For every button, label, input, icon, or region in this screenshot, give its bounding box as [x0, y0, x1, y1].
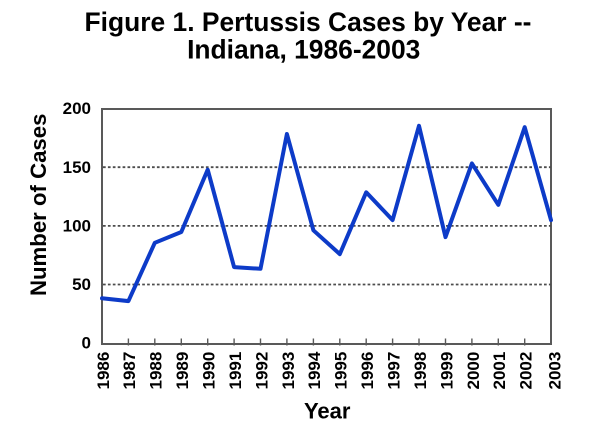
svg-text:1993: 1993	[279, 352, 298, 390]
svg-text:1997: 1997	[385, 352, 404, 390]
svg-text:1995: 1995	[332, 352, 351, 390]
svg-text:1987: 1987	[120, 352, 139, 390]
svg-text:1986: 1986	[94, 352, 113, 390]
svg-text:1989: 1989	[173, 352, 192, 390]
svg-text:200: 200	[63, 99, 91, 118]
svg-text:1996: 1996	[358, 352, 377, 390]
svg-text:0: 0	[82, 334, 91, 353]
svg-text:Number of Cases: Number of Cases	[26, 114, 51, 296]
svg-text:50: 50	[72, 275, 91, 294]
svg-text:1999: 1999	[437, 352, 456, 390]
svg-text:2003: 2003	[545, 352, 564, 390]
svg-text:150: 150	[63, 158, 91, 177]
svg-text:1991: 1991	[226, 352, 245, 390]
svg-text:1994: 1994	[305, 351, 324, 389]
svg-text:Year: Year	[304, 399, 351, 424]
svg-text:1990: 1990	[200, 352, 219, 390]
svg-text:2000: 2000	[464, 352, 483, 390]
svg-text:2001: 2001	[490, 352, 509, 390]
svg-text:100: 100	[63, 217, 91, 236]
svg-text:Figure 1. Pertussis Cases by Y: Figure 1. Pertussis Cases by Year --	[85, 7, 532, 37]
svg-text:1992: 1992	[252, 352, 271, 390]
svg-text:1988: 1988	[147, 352, 166, 390]
svg-text:Indiana, 1986-2003: Indiana, 1986-2003	[187, 35, 420, 65]
svg-text:2002: 2002	[517, 352, 536, 390]
svg-text:1998: 1998	[411, 352, 430, 390]
